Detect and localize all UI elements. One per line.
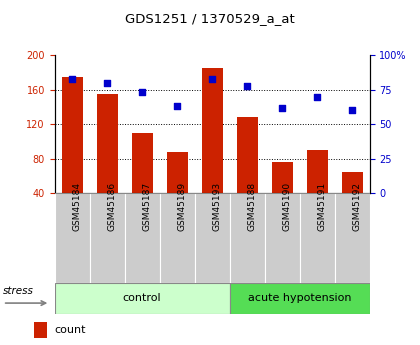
Bar — [125, 193, 160, 283]
Point — [69, 76, 76, 81]
Bar — [194, 193, 230, 283]
Bar — [131, 133, 152, 193]
Text: GSM45192: GSM45192 — [352, 182, 361, 231]
Bar — [272, 162, 293, 193]
Text: stress: stress — [3, 286, 34, 296]
Text: GSM45187: GSM45187 — [142, 182, 151, 231]
Text: GSM45193: GSM45193 — [212, 182, 221, 231]
Bar — [236, 117, 257, 193]
Bar — [55, 193, 89, 283]
Bar — [202, 68, 223, 193]
Point — [174, 104, 181, 109]
Text: GSM45189: GSM45189 — [177, 182, 186, 231]
Point — [244, 83, 250, 88]
Text: GSM45191: GSM45191 — [317, 182, 326, 231]
Text: count: count — [55, 325, 86, 335]
Bar — [55, 283, 230, 314]
Text: GSM45184: GSM45184 — [72, 182, 81, 231]
Text: GSM45190: GSM45190 — [282, 182, 291, 231]
Bar — [230, 283, 370, 314]
Bar — [341, 171, 362, 193]
Point — [139, 90, 145, 95]
Point — [279, 105, 286, 110]
Text: acute hypotension: acute hypotension — [248, 294, 352, 303]
Bar — [230, 193, 265, 283]
Bar — [265, 193, 299, 283]
Text: GSM45188: GSM45188 — [247, 182, 256, 231]
Bar — [167, 152, 188, 193]
Point — [314, 94, 320, 99]
Bar — [160, 193, 194, 283]
Point — [104, 80, 110, 86]
Bar — [62, 77, 83, 193]
Bar — [299, 193, 335, 283]
Point — [209, 76, 215, 81]
Bar — [307, 150, 328, 193]
Bar — [335, 193, 370, 283]
Bar — [89, 193, 125, 283]
Bar — [34, 322, 47, 337]
Bar — [97, 94, 118, 193]
Point — [349, 108, 355, 113]
Text: control: control — [123, 294, 161, 303]
Text: GDS1251 / 1370529_a_at: GDS1251 / 1370529_a_at — [125, 12, 295, 25]
Text: GSM45186: GSM45186 — [107, 182, 116, 231]
